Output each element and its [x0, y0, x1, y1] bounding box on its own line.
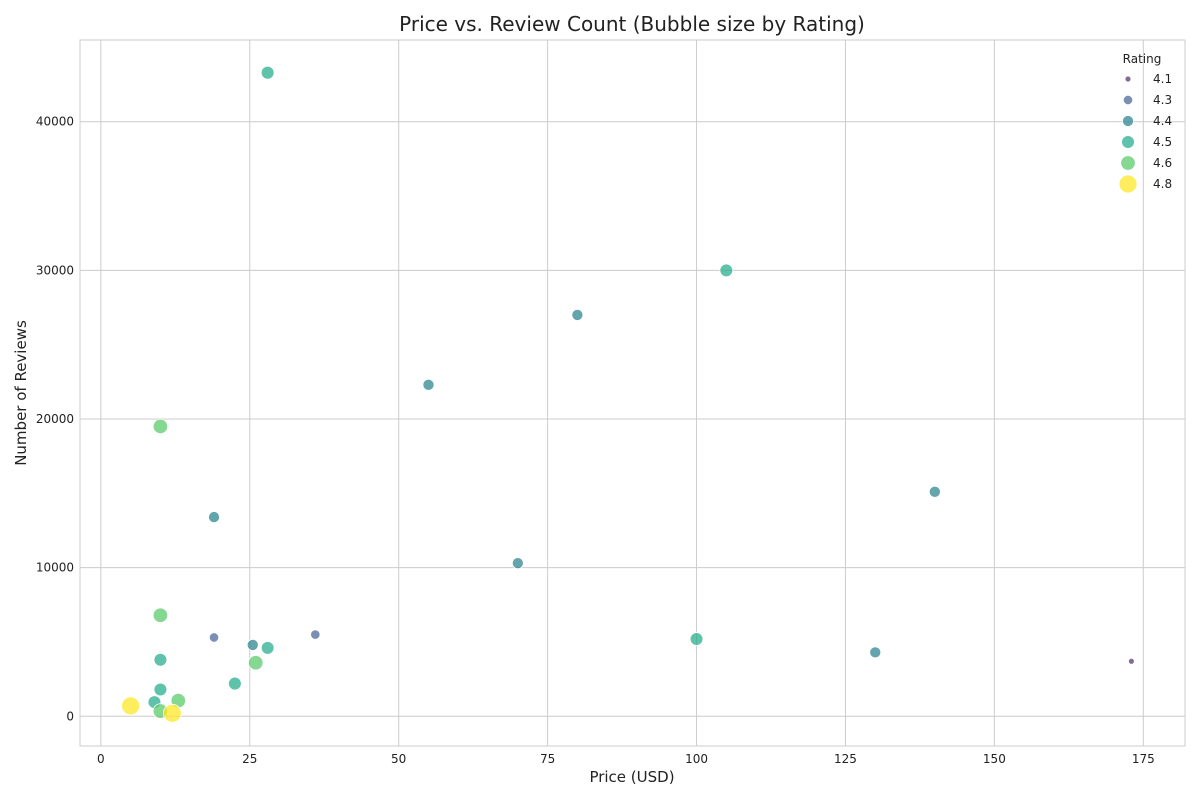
data-point [689, 632, 704, 646]
tick-labels: 0 25 50 75 100 125 150 175 0 10000 20000 30000 40000 [36, 115, 1155, 766]
legend-label: 4.8 [1153, 177, 1172, 191]
x-tick-label: 175 [1132, 752, 1155, 766]
data-point [869, 646, 882, 659]
legend-label: 4.4 [1153, 114, 1172, 128]
data-point [162, 703, 182, 723]
legend-marker [1122, 94, 1134, 106]
x-tick-label: 0 [97, 752, 105, 766]
x-tick-label: 150 [983, 752, 1006, 766]
data-point [153, 652, 168, 667]
data-point [208, 511, 221, 524]
data-point [153, 682, 168, 697]
legend-label: 4.5 [1153, 135, 1172, 149]
legend-label: 4.1 [1153, 72, 1172, 86]
legend-marker [1118, 174, 1138, 194]
legend-marker [1121, 135, 1135, 149]
data-point [208, 632, 220, 643]
x-tick-label: 100 [685, 752, 708, 766]
data-point [928, 485, 941, 498]
data-point [422, 378, 435, 391]
data-point [511, 557, 524, 570]
x-axis-label: Price (USD) [589, 768, 674, 786]
data-point [152, 607, 169, 623]
plot-frame [79, 39, 1186, 747]
data-point [228, 676, 242, 691]
data-point [152, 418, 169, 435]
legend-label: 4.6 [1153, 156, 1172, 170]
legend-marker [1122, 115, 1134, 127]
data-point [571, 308, 584, 321]
y-tick-label: 20000 [36, 412, 74, 426]
legend: Rating 4.1 4.3 4.4 4.5 4.6 4.8 [1118, 52, 1172, 194]
x-tick-label: 75 [540, 752, 555, 766]
data-point [248, 655, 264, 671]
x-tick-label: 25 [242, 752, 257, 766]
data-point [121, 696, 141, 716]
legend-title: Rating [1123, 52, 1162, 66]
legend-marker [1124, 75, 1132, 83]
data-point [260, 641, 275, 655]
legend-marker [1120, 155, 1136, 171]
grid-lines [80, 40, 1185, 746]
x-tick-label: 50 [391, 752, 406, 766]
x-tick-label: 125 [834, 752, 857, 766]
y-tick-label: 10000 [36, 561, 74, 575]
y-tick-label: 0 [66, 709, 74, 723]
y-tick-label: 30000 [36, 263, 74, 277]
y-axis-label: Number of Reviews [12, 320, 30, 466]
legend-label: 4.3 [1153, 93, 1172, 107]
data-point [310, 629, 321, 640]
data-point [246, 638, 259, 651]
data-points [121, 65, 1135, 723]
data-point [260, 65, 275, 80]
data-point [719, 263, 734, 278]
data-point [1127, 657, 1135, 665]
chart-title: Price vs. Review Count (Bubble size by R… [399, 12, 865, 36]
y-tick-label: 40000 [36, 115, 74, 129]
